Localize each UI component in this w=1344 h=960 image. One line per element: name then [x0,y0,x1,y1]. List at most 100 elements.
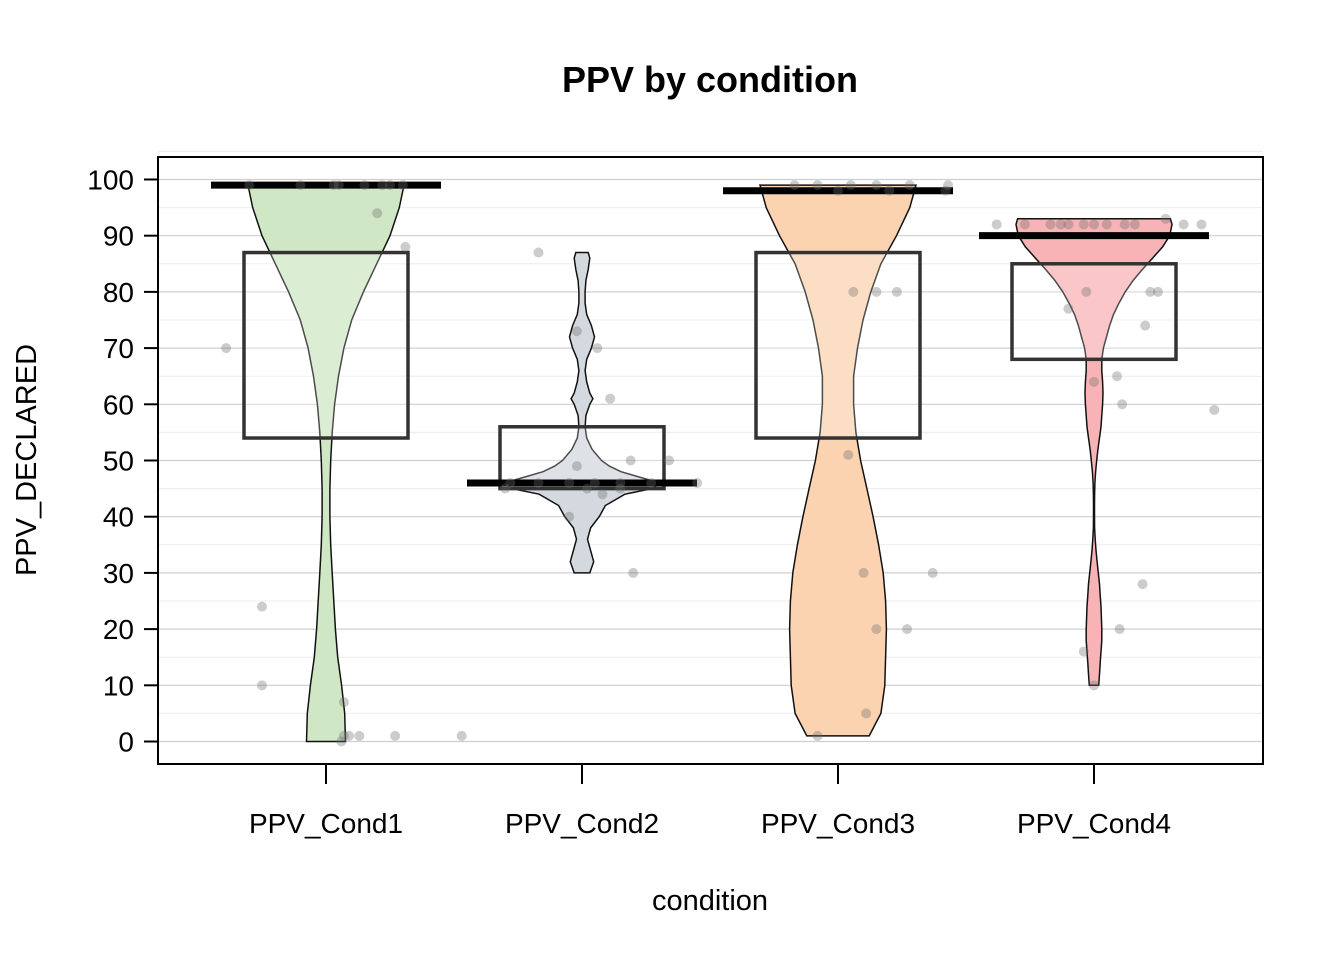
data-point [943,180,954,191]
data-point [789,180,800,191]
data-point [328,180,339,191]
data-point [615,483,626,494]
data-point [848,286,859,297]
data-point [1112,371,1123,382]
data-point [1101,219,1112,230]
data-point [833,185,843,196]
data-point [1089,680,1099,691]
data-point [597,489,608,500]
data-point [221,343,232,354]
data-point [812,180,823,191]
data-point [1063,303,1074,314]
data-point [372,208,383,219]
data-point [1045,219,1056,230]
y-tick-label: 30 [103,558,134,589]
data-point [533,247,544,258]
violin-PPV_Cond2 [502,251,662,574]
data-point [1089,376,1099,387]
data-point [991,219,1002,230]
data-point [1209,404,1220,415]
data-point [628,567,639,578]
data-point [1160,213,1171,224]
data-point [1137,579,1148,590]
violin-PPV_Cond3 [759,184,917,737]
data-point [1119,219,1130,230]
y-tick-label: 20 [103,614,134,645]
grid-lines [158,150,1263,743]
data-point [625,455,636,466]
data-point [1196,219,1207,230]
y-tick-label: 50 [103,446,134,477]
data-point [646,477,657,488]
y-tick-label: 0 [118,727,134,758]
data-point [927,567,938,578]
data-point [257,601,267,612]
center-lines [211,181,1209,487]
data-point [871,624,882,635]
data-point [871,180,882,191]
data-point [400,241,411,252]
data-point [902,624,913,635]
data-point [1140,320,1151,331]
x-axis-label: condition [652,885,768,917]
data-point [858,567,869,578]
violin-PPV_Cond4 [1015,218,1173,687]
data-point [1145,286,1156,297]
data-point [1089,219,1099,230]
data-point [1078,646,1089,657]
data-point [1063,219,1074,230]
data-point [884,185,895,196]
data-point [564,477,575,488]
data-point [336,736,347,747]
data-point [571,326,582,337]
data-point [397,180,408,191]
hdi-box-PPV_Cond3 [754,250,922,440]
x-tick-label: PPV_Cond3 [761,808,915,839]
data-point [1129,219,1140,230]
data-point [589,477,600,488]
data-point [861,708,872,719]
y-tick-label: 10 [103,670,134,701]
data-point [257,680,267,691]
y-axis: 0 10 20 30 40 50 60 70 80 90 100 [87,164,158,758]
data-point [1019,219,1030,230]
data-point [812,730,823,741]
data-point [664,455,675,466]
data-point [891,286,902,297]
data-point [1081,286,1092,297]
data-point [1114,624,1125,635]
hdi-boxes [242,250,1178,491]
data-point [244,180,255,191]
data-point [871,286,882,297]
chart-title: PPV by condition [562,59,858,100]
data-point [338,697,349,708]
hdi-box-PPV_Cond4 [1010,262,1178,362]
data-point [333,180,344,191]
y-tick-label: 90 [103,221,134,252]
data-point [592,343,603,354]
y-tick-label: 60 [103,389,134,420]
data-point [354,730,365,741]
data-point [564,511,575,522]
data-point [845,180,856,191]
y-tick-label: 40 [103,502,134,533]
data-point [940,185,951,196]
hdi-box-PPV_Cond2 [498,425,666,491]
data-point [533,477,544,488]
y-tick-label: 100 [87,164,134,195]
raw-points [221,180,1220,747]
data-point [344,730,355,741]
y-tick-label: 70 [103,333,134,364]
data-point [1078,219,1089,230]
data-point [295,180,306,191]
data-point [843,449,854,460]
x-tick-label: PPV_Cond1 [249,808,403,839]
data-point [385,180,395,191]
hdi-box-PPV_Cond1 [242,250,410,440]
data-point [500,483,511,494]
data-point [1178,219,1189,230]
data-point [456,730,467,741]
data-point [571,461,582,472]
data-point [1153,286,1163,297]
